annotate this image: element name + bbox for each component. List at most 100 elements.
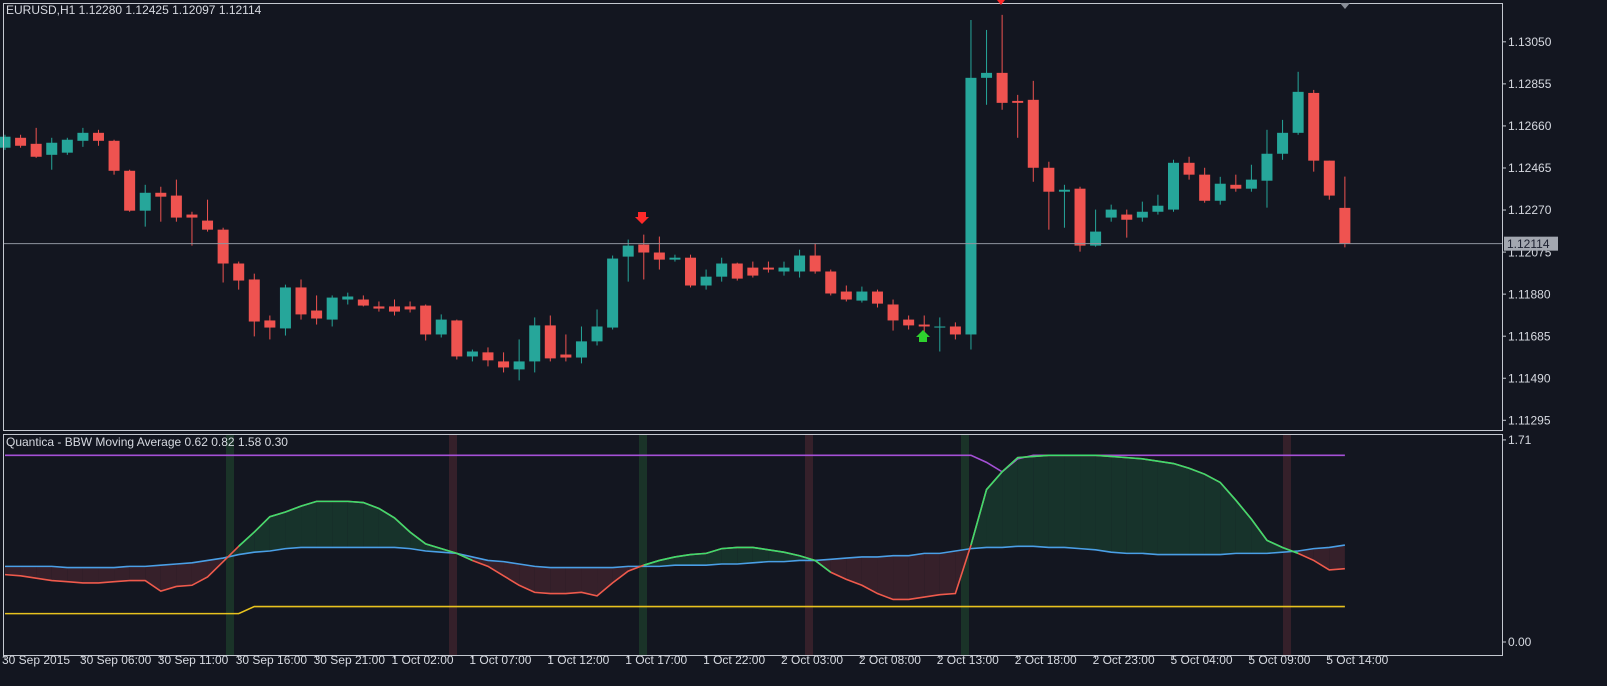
candle-body [607, 258, 619, 328]
candle-body [1074, 188, 1086, 246]
candle-body [1292, 91, 1304, 133]
band-fill [36, 566, 52, 581]
band-fill [238, 532, 255, 555]
candle-body [825, 271, 837, 294]
chart-title: EURUSD,H1 1.12280 1.12425 1.12097 1.1211… [6, 3, 262, 17]
band-fill [1095, 455, 1112, 553]
band-fill [861, 556, 878, 594]
band-fill [51, 566, 68, 582]
band-fill [1235, 500, 1252, 554]
candle-body [342, 296, 354, 300]
band-fill [1189, 468, 1205, 555]
band-fill [924, 553, 940, 598]
last-price-label: 1.12114 [1507, 237, 1550, 251]
band-fill [612, 566, 629, 583]
candle-body [1043, 167, 1055, 192]
band-fill [1048, 455, 1065, 548]
candle-body [186, 214, 198, 218]
candle-body [965, 77, 977, 335]
x-tick-label: 1 Oct 02:00 [392, 653, 454, 667]
candle-body [949, 326, 961, 335]
candle-body [622, 245, 634, 257]
y-tick-label: 1.12855 [1508, 77, 1552, 91]
band-fill [145, 565, 161, 592]
band-fill [1142, 458, 1158, 555]
band-fill [1157, 461, 1174, 555]
band-fill [1220, 482, 1236, 555]
candle-body [513, 361, 525, 370]
band-fill [114, 566, 130, 582]
candle-body [1058, 189, 1070, 192]
y-tick-label: 1.11880 [1508, 287, 1551, 301]
buy-arrow [916, 330, 930, 342]
candle-body [700, 276, 712, 286]
band-fill [347, 501, 364, 548]
candle-body [108, 140, 120, 171]
candle-body [1261, 153, 1273, 181]
band-fill [1033, 455, 1049, 548]
candle-body [451, 320, 463, 357]
candle-body [1183, 162, 1195, 175]
band-fill [581, 567, 598, 596]
candle-body [762, 267, 774, 270]
band-fill [394, 517, 411, 549]
signal-bar [1283, 434, 1291, 655]
y-tick-label: 1.11490 [1508, 371, 1551, 385]
x-tick-label: 1 Oct 12:00 [547, 653, 609, 667]
band-fill [721, 547, 738, 564]
candle-body [155, 192, 167, 197]
band-fill [550, 567, 566, 594]
candle-body [1339, 207, 1351, 244]
band-fill [20, 566, 37, 579]
band-fill [316, 501, 333, 548]
indicator-title: Quantica - BBW Moving Average 0.62 0.82 … [6, 435, 288, 449]
band-fill [1251, 519, 1267, 554]
candle-body [46, 142, 58, 155]
candle-body [685, 257, 697, 286]
band-fill [1017, 456, 1034, 547]
candle-body [1308, 92, 1320, 161]
main-panel-frame [3, 3, 1503, 431]
band-fill [659, 556, 675, 567]
band-fill [1111, 456, 1127, 554]
candle-body [544, 325, 556, 359]
x-tick-label: 5 Oct 09:00 [1248, 653, 1310, 667]
band-fill [269, 512, 286, 551]
signal-bar [639, 434, 647, 655]
candle-body [840, 291, 852, 300]
signal-bar [449, 434, 457, 655]
band-fill [301, 501, 317, 548]
band-fill [1266, 540, 1283, 554]
candle-body [529, 325, 541, 362]
candle-body [1121, 214, 1133, 220]
candle-body [420, 305, 432, 335]
band-fill [1002, 457, 1018, 548]
candle-body [61, 139, 73, 153]
band-fill [98, 567, 115, 583]
candle-body [1323, 160, 1335, 196]
band-fill [82, 567, 99, 583]
candle-body [638, 244, 650, 253]
candle-body [124, 170, 136, 211]
band-fill [487, 560, 504, 576]
band-fill [1173, 463, 1190, 555]
band-fill [363, 502, 379, 548]
band-fill [410, 532, 426, 551]
band-fill [1313, 547, 1330, 570]
band-fill [597, 567, 613, 596]
candle-body [139, 192, 151, 211]
candle-body [311, 310, 323, 319]
candle-body [498, 361, 510, 368]
candle-body [373, 306, 385, 309]
band-fill [1064, 455, 1081, 549]
candle-body [778, 267, 790, 272]
candle-body [404, 306, 416, 310]
candle-body [856, 291, 868, 301]
candle-body [794, 255, 806, 272]
candle-body [560, 354, 572, 358]
band-fill [534, 566, 551, 594]
y-tick-label: 1.13050 [1508, 35, 1552, 49]
band-fill [176, 562, 192, 587]
